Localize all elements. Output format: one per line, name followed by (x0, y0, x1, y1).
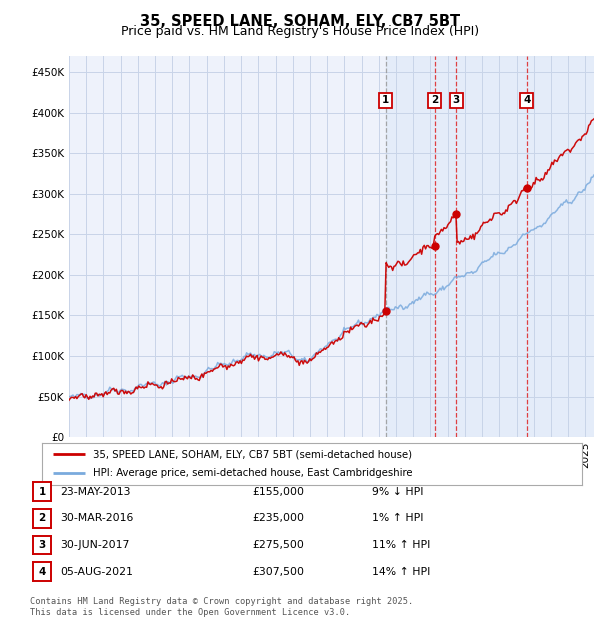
Text: 2: 2 (431, 95, 439, 105)
Text: £275,500: £275,500 (252, 540, 304, 550)
Text: £307,500: £307,500 (252, 567, 304, 577)
Text: 4: 4 (523, 95, 530, 105)
Text: £235,000: £235,000 (252, 513, 304, 523)
Text: 1% ↑ HPI: 1% ↑ HPI (372, 513, 424, 523)
Text: 3: 3 (38, 540, 46, 550)
Text: Price paid vs. HM Land Registry's House Price Index (HPI): Price paid vs. HM Land Registry's House … (121, 25, 479, 38)
Text: Contains HM Land Registry data © Crown copyright and database right 2025.
This d: Contains HM Land Registry data © Crown c… (30, 598, 413, 617)
Text: 35, SPEED LANE, SOHAM, ELY, CB7 5BT (semi-detached house): 35, SPEED LANE, SOHAM, ELY, CB7 5BT (sem… (94, 449, 412, 459)
Text: 9% ↓ HPI: 9% ↓ HPI (372, 487, 424, 497)
Text: 05-AUG-2021: 05-AUG-2021 (60, 567, 133, 577)
Text: 11% ↑ HPI: 11% ↑ HPI (372, 540, 430, 550)
Text: 1: 1 (38, 487, 46, 497)
Text: 30-MAR-2016: 30-MAR-2016 (60, 513, 133, 523)
Text: 1: 1 (382, 95, 389, 105)
Text: 23-MAY-2013: 23-MAY-2013 (60, 487, 131, 497)
Text: 14% ↑ HPI: 14% ↑ HPI (372, 567, 430, 577)
Text: HPI: Average price, semi-detached house, East Cambridgeshire: HPI: Average price, semi-detached house,… (94, 469, 413, 479)
Text: 35, SPEED LANE, SOHAM, ELY, CB7 5BT: 35, SPEED LANE, SOHAM, ELY, CB7 5BT (140, 14, 460, 29)
Text: 2: 2 (38, 513, 46, 523)
Text: 4: 4 (38, 567, 46, 577)
Text: £155,000: £155,000 (252, 487, 304, 497)
Bar (386, 56, 600, 437)
Text: 30-JUN-2017: 30-JUN-2017 (60, 540, 130, 550)
Text: 3: 3 (452, 95, 460, 105)
